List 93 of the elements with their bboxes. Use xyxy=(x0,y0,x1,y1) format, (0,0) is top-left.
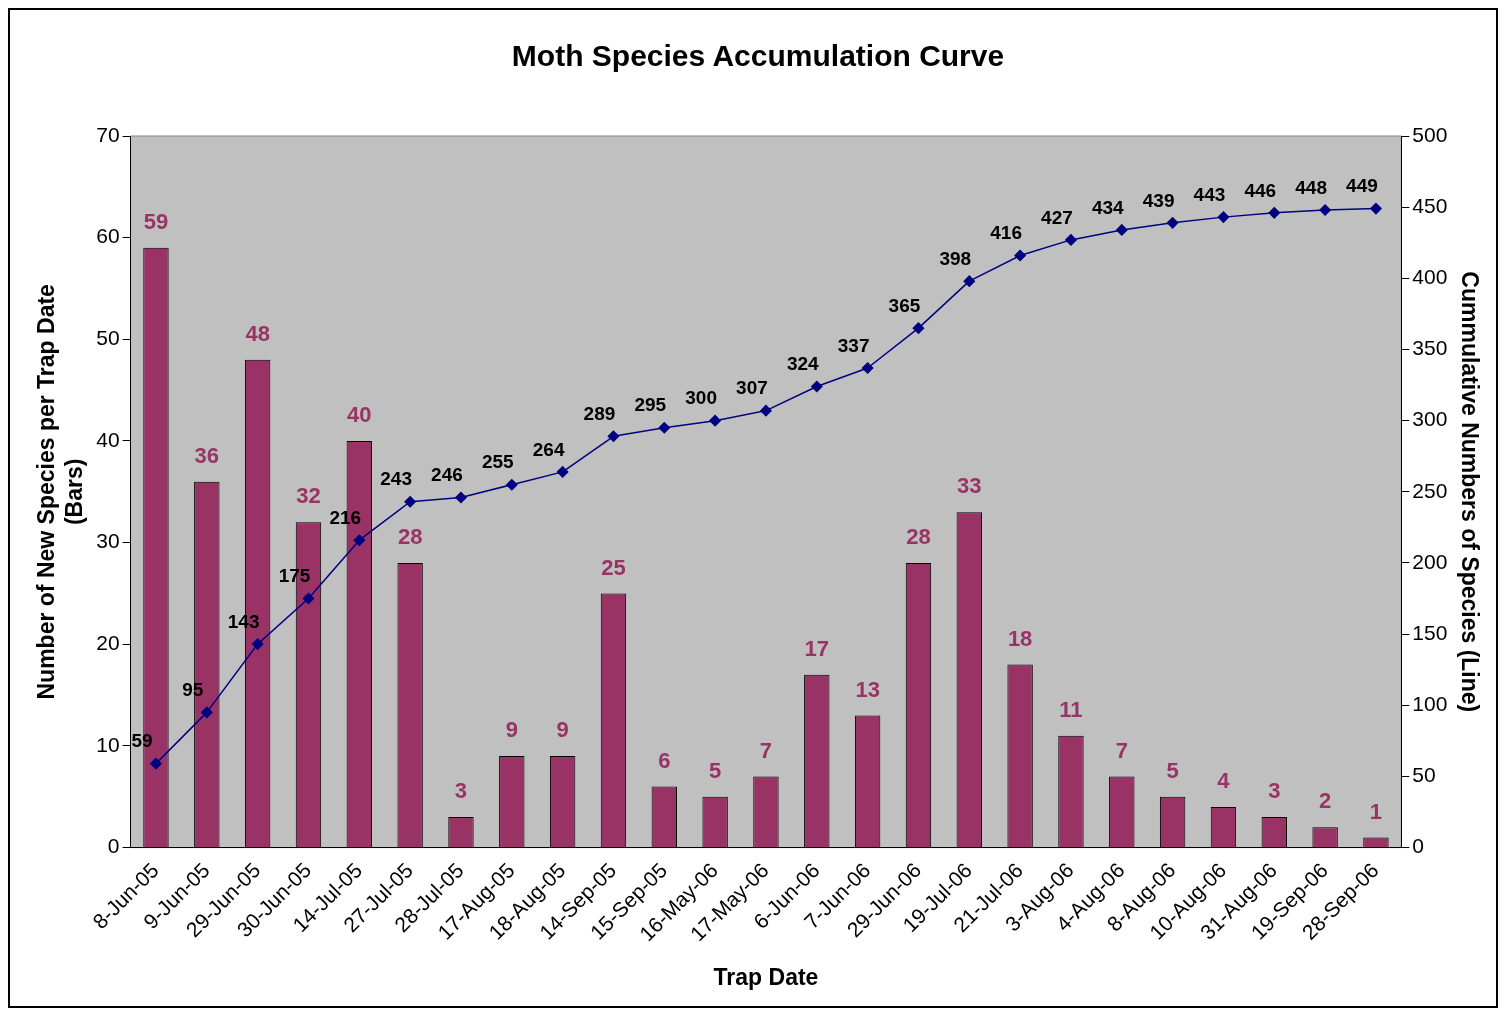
data-label: 337 xyxy=(837,334,870,356)
data-label: 33 xyxy=(957,473,982,499)
y-tick-label: 50 xyxy=(96,326,120,350)
data-label: 9 xyxy=(505,717,518,743)
point xyxy=(1166,217,1179,229)
data-label: 36 xyxy=(194,442,220,468)
point xyxy=(404,496,416,508)
data-label: 398 xyxy=(939,247,972,269)
data-label: 365 xyxy=(888,294,921,316)
x-axis-title: Trap Date xyxy=(713,963,819,990)
data-label: 264 xyxy=(532,438,565,460)
point xyxy=(607,430,620,443)
y2-tick-label: 250 xyxy=(1412,478,1448,502)
y2-axis-title: Cummulative Numbers of Species (Line) xyxy=(1456,271,1483,713)
point xyxy=(1217,211,1230,223)
data-label: 427 xyxy=(1041,206,1073,228)
data-label: 255 xyxy=(481,451,515,473)
data-label: 13 xyxy=(855,676,880,702)
point xyxy=(251,638,264,650)
y-tick-label: 60 xyxy=(96,224,120,248)
point xyxy=(201,706,213,719)
point xyxy=(1116,224,1128,236)
y2-tick-label: 450 xyxy=(1412,193,1448,217)
y2-tick-label: 50 xyxy=(1412,763,1436,787)
data-label: 439 xyxy=(1142,189,1175,211)
data-label: 28 xyxy=(906,524,931,550)
data-label: 2 xyxy=(1318,788,1332,814)
data-label: 5 xyxy=(709,757,722,783)
data-label: 443 xyxy=(1193,183,1226,205)
y-tick-label: 10 xyxy=(96,732,120,756)
data-label: 416 xyxy=(990,222,1022,244)
y2-tick-label: 350 xyxy=(1412,336,1448,360)
point xyxy=(150,757,162,770)
data-label: 48 xyxy=(245,320,270,346)
data-label: 3 xyxy=(1268,778,1281,804)
point xyxy=(1065,234,1077,246)
point xyxy=(455,491,467,504)
point xyxy=(302,592,315,605)
data-label: 295 xyxy=(634,394,667,416)
y2-tick-label: 300 xyxy=(1412,407,1448,431)
data-label: 449 xyxy=(1346,175,1378,197)
data-label: 59 xyxy=(143,208,169,234)
data-label: 40 xyxy=(347,402,372,428)
data-label: 9 xyxy=(556,717,569,743)
point xyxy=(1268,207,1281,219)
data-label: 289 xyxy=(583,403,616,425)
data-label: 324 xyxy=(786,353,820,375)
point xyxy=(506,478,518,491)
point xyxy=(1319,204,1331,216)
y2-tick-label: 500 xyxy=(1412,122,1448,146)
point xyxy=(760,404,772,417)
data-label: 1 xyxy=(1369,798,1383,824)
point xyxy=(912,322,925,334)
data-label: 25 xyxy=(601,554,626,580)
data-label: 448 xyxy=(1295,176,1327,198)
data-label: 7 xyxy=(759,737,773,763)
data-label: 18 xyxy=(1007,625,1033,651)
data-label: 6 xyxy=(658,747,671,773)
data-label: 11 xyxy=(1059,696,1083,722)
point xyxy=(1014,249,1026,262)
data-label: 7 xyxy=(1115,737,1128,763)
data-label: 28 xyxy=(397,524,423,550)
data-label: 246 xyxy=(431,464,463,486)
y2-tick-label: 150 xyxy=(1412,620,1448,644)
y-axis-title: Number of New Species per Trap Date (Bars) xyxy=(33,284,87,700)
y2-tick-label: 400 xyxy=(1412,265,1448,289)
data-label: 4 xyxy=(1217,768,1231,793)
y2-tick-label: 0 xyxy=(1412,834,1425,858)
data-label: 32 xyxy=(296,483,321,509)
point xyxy=(353,534,366,546)
point xyxy=(1370,202,1382,215)
y-tick-label: 20 xyxy=(96,631,120,655)
point xyxy=(556,466,569,478)
point xyxy=(861,362,874,374)
point xyxy=(709,414,721,427)
y-tick-label: 70 xyxy=(96,122,120,146)
y2-tick-label: 100 xyxy=(1412,692,1448,716)
y2-tick-label: 200 xyxy=(1412,549,1448,573)
y-tick-label: 30 xyxy=(96,529,120,553)
data-label: 243 xyxy=(380,468,412,490)
y-tick-label: 0 xyxy=(107,834,120,858)
data-label: 17 xyxy=(804,635,830,661)
data-label: 3 xyxy=(454,778,468,804)
data-label: 446 xyxy=(1244,179,1277,201)
chart-title: Moth Species Accumulation Curve xyxy=(511,39,1005,73)
point xyxy=(963,275,976,287)
y-tick-label: 40 xyxy=(96,427,120,451)
data-label: 300 xyxy=(685,387,717,409)
point xyxy=(811,380,823,393)
data-label: 5 xyxy=(1166,757,1179,783)
point xyxy=(658,422,671,434)
data-label: 307 xyxy=(736,377,768,399)
data-label: 434 xyxy=(1091,196,1125,218)
